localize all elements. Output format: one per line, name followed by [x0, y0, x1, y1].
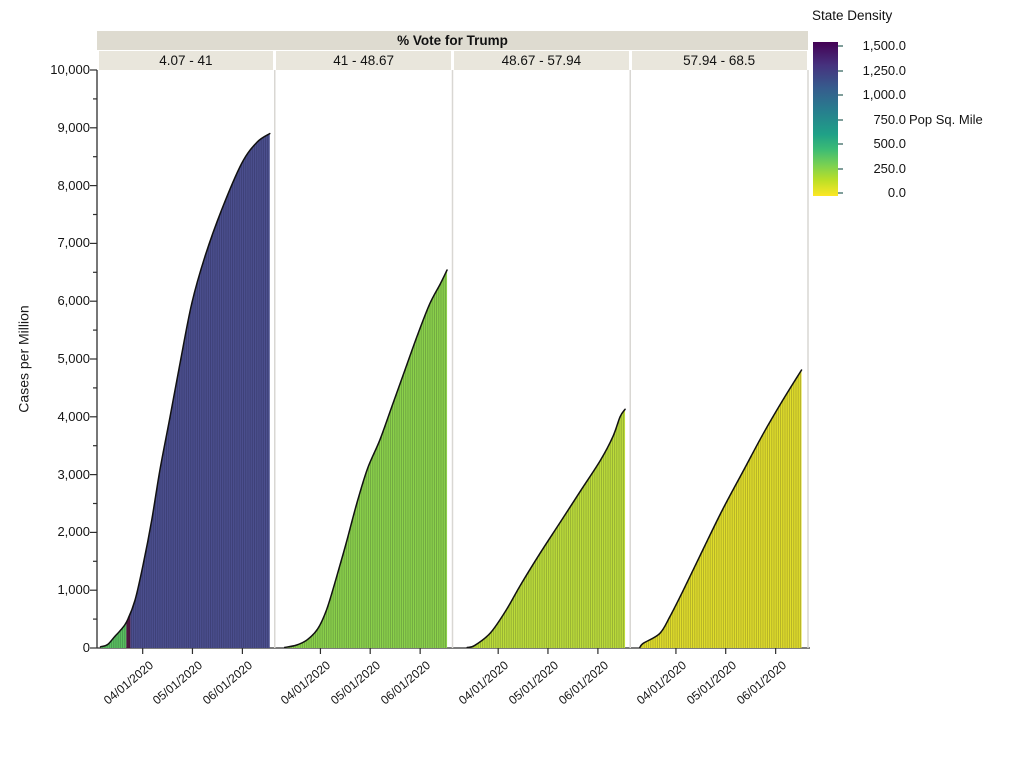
legend-tick-label: 1,000.0: [862, 87, 906, 102]
area-fill: [466, 409, 625, 648]
legend-tick-mark: [838, 94, 843, 96]
y-tick-label: 8,000: [57, 177, 90, 193]
axis-ticks: [90, 69, 777, 654]
legend-tick-mark: [838, 45, 843, 47]
legend-colorbar: [813, 42, 838, 196]
y-tick-label: 4,000: [57, 408, 90, 424]
y-tick-label: 7,000: [57, 235, 90, 251]
y-tick-label: 0: [82, 640, 90, 655]
y-tick-label: 10,000: [50, 62, 90, 77]
area-fill: [284, 269, 447, 648]
facet-header-4: 57.94 - 68.5: [631, 51, 807, 70]
facet-panel-1: [99, 132, 271, 648]
y-tick-label: 5,000: [57, 351, 90, 366]
area-outline-curve: [639, 369, 803, 648]
legend-tick-label: 0.0: [887, 185, 906, 200]
legend-title: State Density: [812, 8, 893, 23]
area-outline-curve: [465, 408, 626, 648]
y-tick-label: 2,000: [57, 524, 90, 540]
legend-tick-label: 1,500.0: [862, 38, 906, 53]
facet-header-2: 41 - 48.67: [276, 51, 451, 70]
legend-tick-mark: [838, 118, 843, 121]
facet-title-bar: % Vote for Trump: [97, 31, 808, 50]
legend-tick-mark: [838, 192, 843, 194]
panel-dividers: [274, 70, 809, 648]
y-tick-label: 1,000: [57, 582, 90, 598]
legend-tick-label: 1,250.0: [862, 62, 906, 78]
area-outline-curve: [99, 132, 271, 648]
y-tick-label: 6,000: [57, 293, 90, 309]
facet-panel-2: [283, 269, 448, 648]
y-tick-label: 9,000: [57, 119, 90, 135]
y-tick-label: 3,000: [57, 466, 90, 482]
area-fill: [100, 133, 270, 648]
legend-tick-mark: [838, 167, 843, 170]
legend-tick-mark: [838, 69, 843, 72]
area-outline-curve: [283, 269, 448, 648]
facet-header-1: 4.07 - 41: [98, 51, 274, 70]
legend-tick-mark: [838, 143, 843, 145]
facet-header-3: 48.67 - 57.94: [454, 51, 629, 70]
facet-panel-3: [465, 408, 626, 648]
legend-tick-label: 500.0: [873, 136, 906, 151]
legend-unit-label: Pop Sq. Mile: [909, 111, 983, 127]
area-fill: [640, 369, 802, 648]
facet-panel-4: [639, 369, 803, 648]
legend-tick-label: 750.0: [873, 111, 906, 127]
legend-tick-label: 250.0: [873, 160, 906, 176]
